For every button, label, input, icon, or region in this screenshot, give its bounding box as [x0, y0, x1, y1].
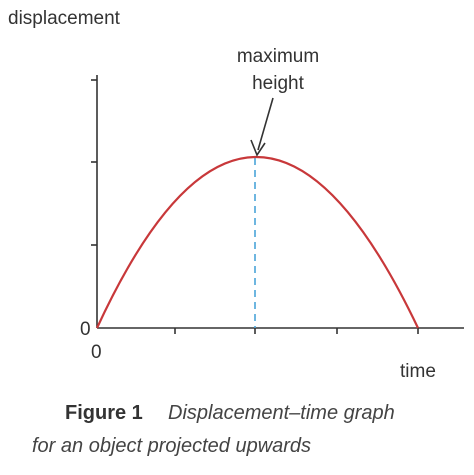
- curve: [96, 156, 419, 329]
- y-axis-label: displacement: [8, 8, 121, 29]
- caption-line: for an object projected upwards: [32, 435, 311, 457]
- y-origin-label: 0: [80, 319, 91, 340]
- figure-number: Figure 1: [65, 402, 143, 424]
- caption-line: Displacement–time graph: [168, 402, 395, 424]
- annotation-line: height: [252, 73, 304, 94]
- axes: [91, 75, 464, 334]
- x-origin-label: 0: [91, 342, 102, 363]
- x-axis-label: time: [400, 361, 436, 382]
- annotation-line: maximum: [237, 46, 319, 67]
- arrow-shaft: [257, 97, 274, 151]
- arrow-head: [250, 139, 266, 157]
